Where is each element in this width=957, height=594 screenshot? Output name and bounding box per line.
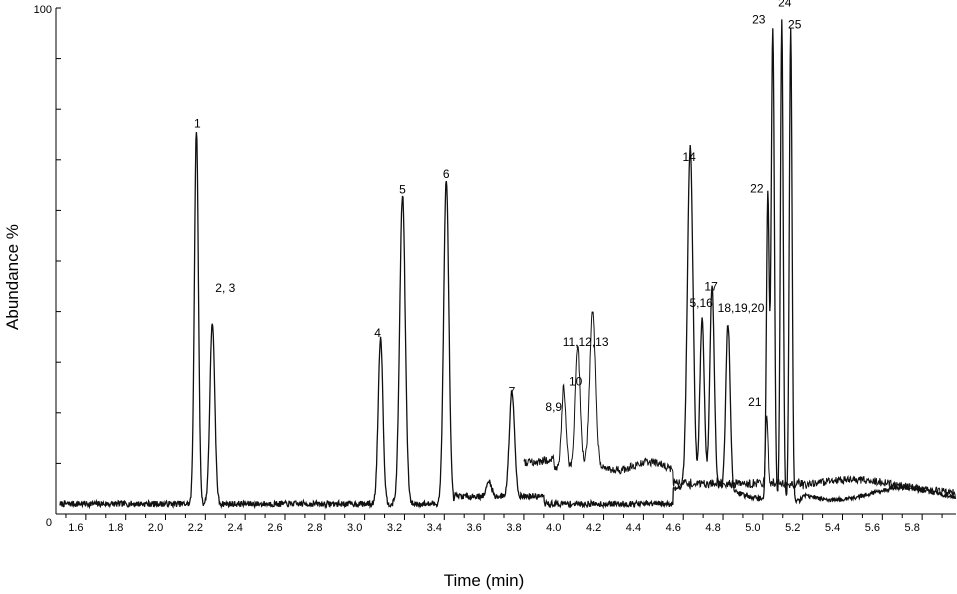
peak-label: 5,16 bbox=[689, 296, 713, 310]
peak-label: 6 bbox=[443, 167, 450, 181]
peak-label: 14 bbox=[683, 150, 697, 164]
x-tick-label: 2.2 bbox=[188, 522, 203, 534]
x-tick-label: 2.8 bbox=[307, 522, 322, 534]
peak-label: 25 bbox=[788, 17, 802, 31]
peak-label: 10 bbox=[569, 375, 583, 389]
x-tick-label: 1.8 bbox=[108, 522, 123, 534]
peak-label: 17 bbox=[704, 280, 718, 294]
peak-label: 1 bbox=[194, 117, 201, 131]
peak-label: 21 bbox=[748, 395, 762, 409]
y-tick-label: 100 bbox=[34, 4, 52, 16]
x-tick-label: 2.6 bbox=[267, 522, 282, 534]
x-tick-label: 4.0 bbox=[546, 522, 561, 534]
peak-label: 4 bbox=[374, 326, 381, 340]
peak-label: 18,19,20 bbox=[718, 301, 765, 315]
x-tick-label: 4.8 bbox=[705, 522, 720, 534]
x-tick-label: 2.0 bbox=[148, 522, 163, 534]
chromatogram-trace-b bbox=[523, 311, 956, 497]
chart-axes: 100 0 1.6 1.8 2.0 2.2 2.4 2.6 2.8 3.0 3.2 3.4 3.6 3.8… bbox=[34, 4, 956, 534]
x-tick-label: 5.2 bbox=[785, 522, 800, 534]
y-tick-label: 0 bbox=[46, 517, 52, 529]
x-tick-label: 3.6 bbox=[466, 522, 481, 534]
peak-label: 22 bbox=[750, 181, 764, 195]
peak-label: 2, 3 bbox=[215, 281, 235, 295]
chart-traces bbox=[59, 19, 957, 510]
x-tick-label: 4.4 bbox=[626, 522, 641, 534]
x-tick-label: 2.4 bbox=[228, 522, 243, 534]
peak-label: 23 bbox=[752, 12, 766, 26]
x-tick-label: 3.0 bbox=[347, 522, 362, 534]
x-tick-label: 3.8 bbox=[506, 522, 521, 534]
peak-label: 7 bbox=[509, 385, 516, 399]
peak-label: 24 bbox=[778, 0, 792, 9]
x-tick-label: 4.2 bbox=[586, 522, 601, 534]
x-tick-label: 5.0 bbox=[745, 522, 760, 534]
peak-label: 5 bbox=[399, 182, 406, 196]
x-tick-label: 5.8 bbox=[905, 522, 920, 534]
x-tick-label: 5.6 bbox=[865, 522, 880, 534]
x-tick-label: 3.4 bbox=[427, 522, 442, 534]
peak-label: 11,12,13 bbox=[563, 335, 609, 349]
y-axis-title: Abundance % bbox=[3, 224, 22, 330]
x-tick-label: 1.6 bbox=[68, 522, 83, 534]
x-tick-label: 4.6 bbox=[666, 522, 681, 534]
x-axis-title: Time (min) bbox=[444, 571, 525, 590]
x-tick-label: 5.4 bbox=[825, 522, 840, 534]
peak-label: 8,9 bbox=[545, 400, 562, 414]
x-tick-label: 3.2 bbox=[387, 522, 402, 534]
chromatogram-trace-a bbox=[59, 19, 957, 510]
